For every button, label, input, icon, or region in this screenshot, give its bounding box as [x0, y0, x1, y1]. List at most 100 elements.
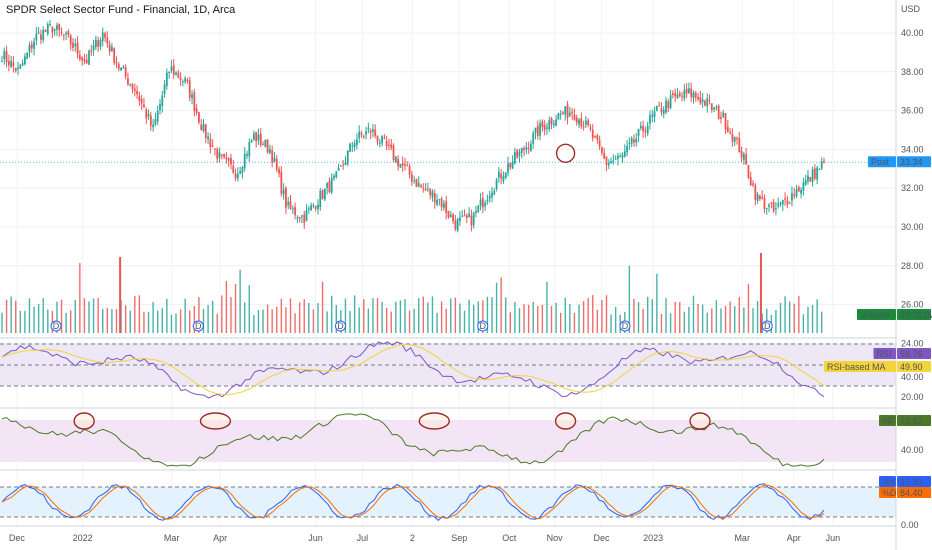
candle-body	[685, 88, 688, 94]
candle-body	[454, 220, 457, 229]
candle-body	[115, 62, 118, 64]
candle-body	[440, 198, 443, 208]
candle-body	[74, 44, 77, 47]
volume-bar	[198, 297, 200, 333]
candle-body	[811, 169, 814, 183]
candle-body	[486, 199, 489, 202]
volume-bar	[477, 301, 479, 333]
candle-body	[697, 96, 699, 100]
volume-bar	[541, 304, 544, 333]
volume-bar	[418, 298, 420, 333]
candle-body	[610, 161, 612, 164]
candle-body	[461, 215, 464, 217]
volume-bar	[179, 309, 182, 333]
candle-body	[715, 106, 718, 108]
candle-body	[436, 199, 438, 205]
mf-line	[1, 413, 825, 467]
volume-bar	[262, 309, 264, 333]
candle-body	[562, 112, 564, 115]
candle-body	[81, 57, 84, 61]
k-tag-label: %K	[882, 477, 896, 487]
candle-body	[88, 50, 90, 65]
candle-body	[775, 208, 777, 210]
candle-body	[484, 202, 487, 207]
volume-bar	[701, 304, 704, 333]
volume-bar	[331, 295, 333, 333]
candle-body	[500, 173, 503, 179]
volume-bar	[582, 301, 585, 333]
candle-body	[800, 189, 803, 194]
volume-bar	[555, 302, 557, 333]
candle-body	[303, 214, 306, 224]
candle-body	[17, 67, 19, 69]
volume-bar	[234, 283, 237, 333]
volume-bar	[610, 314, 612, 333]
candle-body	[749, 177, 752, 186]
candle-body	[417, 182, 420, 187]
candle-body	[397, 158, 400, 167]
volume-tag-label-bg	[857, 309, 896, 320]
k-tag: %K 92.33	[879, 476, 931, 487]
volume-bar	[385, 308, 388, 333]
candle-body	[188, 80, 191, 98]
candle-body	[232, 166, 235, 173]
rsi-line	[1, 341, 825, 399]
candle-body	[159, 103, 161, 111]
volume-bar	[15, 300, 17, 333]
volume-bar	[33, 306, 35, 333]
price-axis-label: 34.00	[901, 144, 924, 154]
candle-body	[555, 119, 558, 126]
volume-bar	[537, 305, 539, 333]
volume-bar	[166, 298, 168, 333]
price-axis-label: 28.00	[901, 261, 924, 271]
dividend-marker-circle	[761, 320, 773, 332]
volume-bar	[276, 306, 278, 333]
candle-body	[10, 60, 13, 67]
volume-bar	[353, 295, 356, 333]
time-axis-label: Jul	[357, 533, 369, 543]
volume-bar	[358, 307, 360, 333]
candle-body	[250, 140, 253, 143]
price-highlight-circle	[555, 143, 576, 163]
candle-body	[175, 72, 177, 75]
highlight-circles	[73, 143, 711, 430]
candle-body	[220, 154, 223, 156]
candle-body	[502, 176, 505, 182]
candle-body	[452, 214, 454, 222]
candle-body	[278, 169, 280, 174]
mf-highlight-circle	[689, 412, 711, 430]
volume-bar	[523, 304, 525, 333]
candle-body	[314, 205, 317, 209]
candle-body	[195, 108, 198, 113]
volume-bar	[202, 309, 205, 333]
candle-body	[566, 104, 569, 119]
candle-body	[617, 155, 619, 159]
volume-bar	[129, 310, 131, 333]
candle-body	[211, 145, 214, 147]
dividend-marker: D	[334, 320, 346, 332]
volume-bar	[88, 301, 90, 333]
volume-bar	[788, 301, 791, 333]
volume-bar	[752, 308, 754, 333]
candle-body	[756, 194, 759, 201]
candle-body	[42, 29, 45, 41]
volume-bar	[326, 311, 328, 333]
candle-body	[694, 92, 697, 98]
k-line	[1, 483, 825, 521]
candle-body	[786, 200, 789, 205]
time-axis-label: Jun	[826, 533, 841, 543]
dividend-marker: D	[50, 320, 62, 332]
candle-body	[67, 31, 70, 35]
candle-body	[720, 116, 722, 119]
candle-body	[271, 150, 274, 163]
volume-bar	[42, 298, 44, 333]
volume-bar	[601, 300, 603, 333]
candle-body	[239, 171, 242, 174]
mf-pane	[1, 413, 825, 467]
volume-bar	[450, 298, 452, 333]
volume-bar	[505, 297, 507, 333]
candle-body	[747, 164, 750, 178]
time-axis-label: 2	[410, 533, 415, 543]
